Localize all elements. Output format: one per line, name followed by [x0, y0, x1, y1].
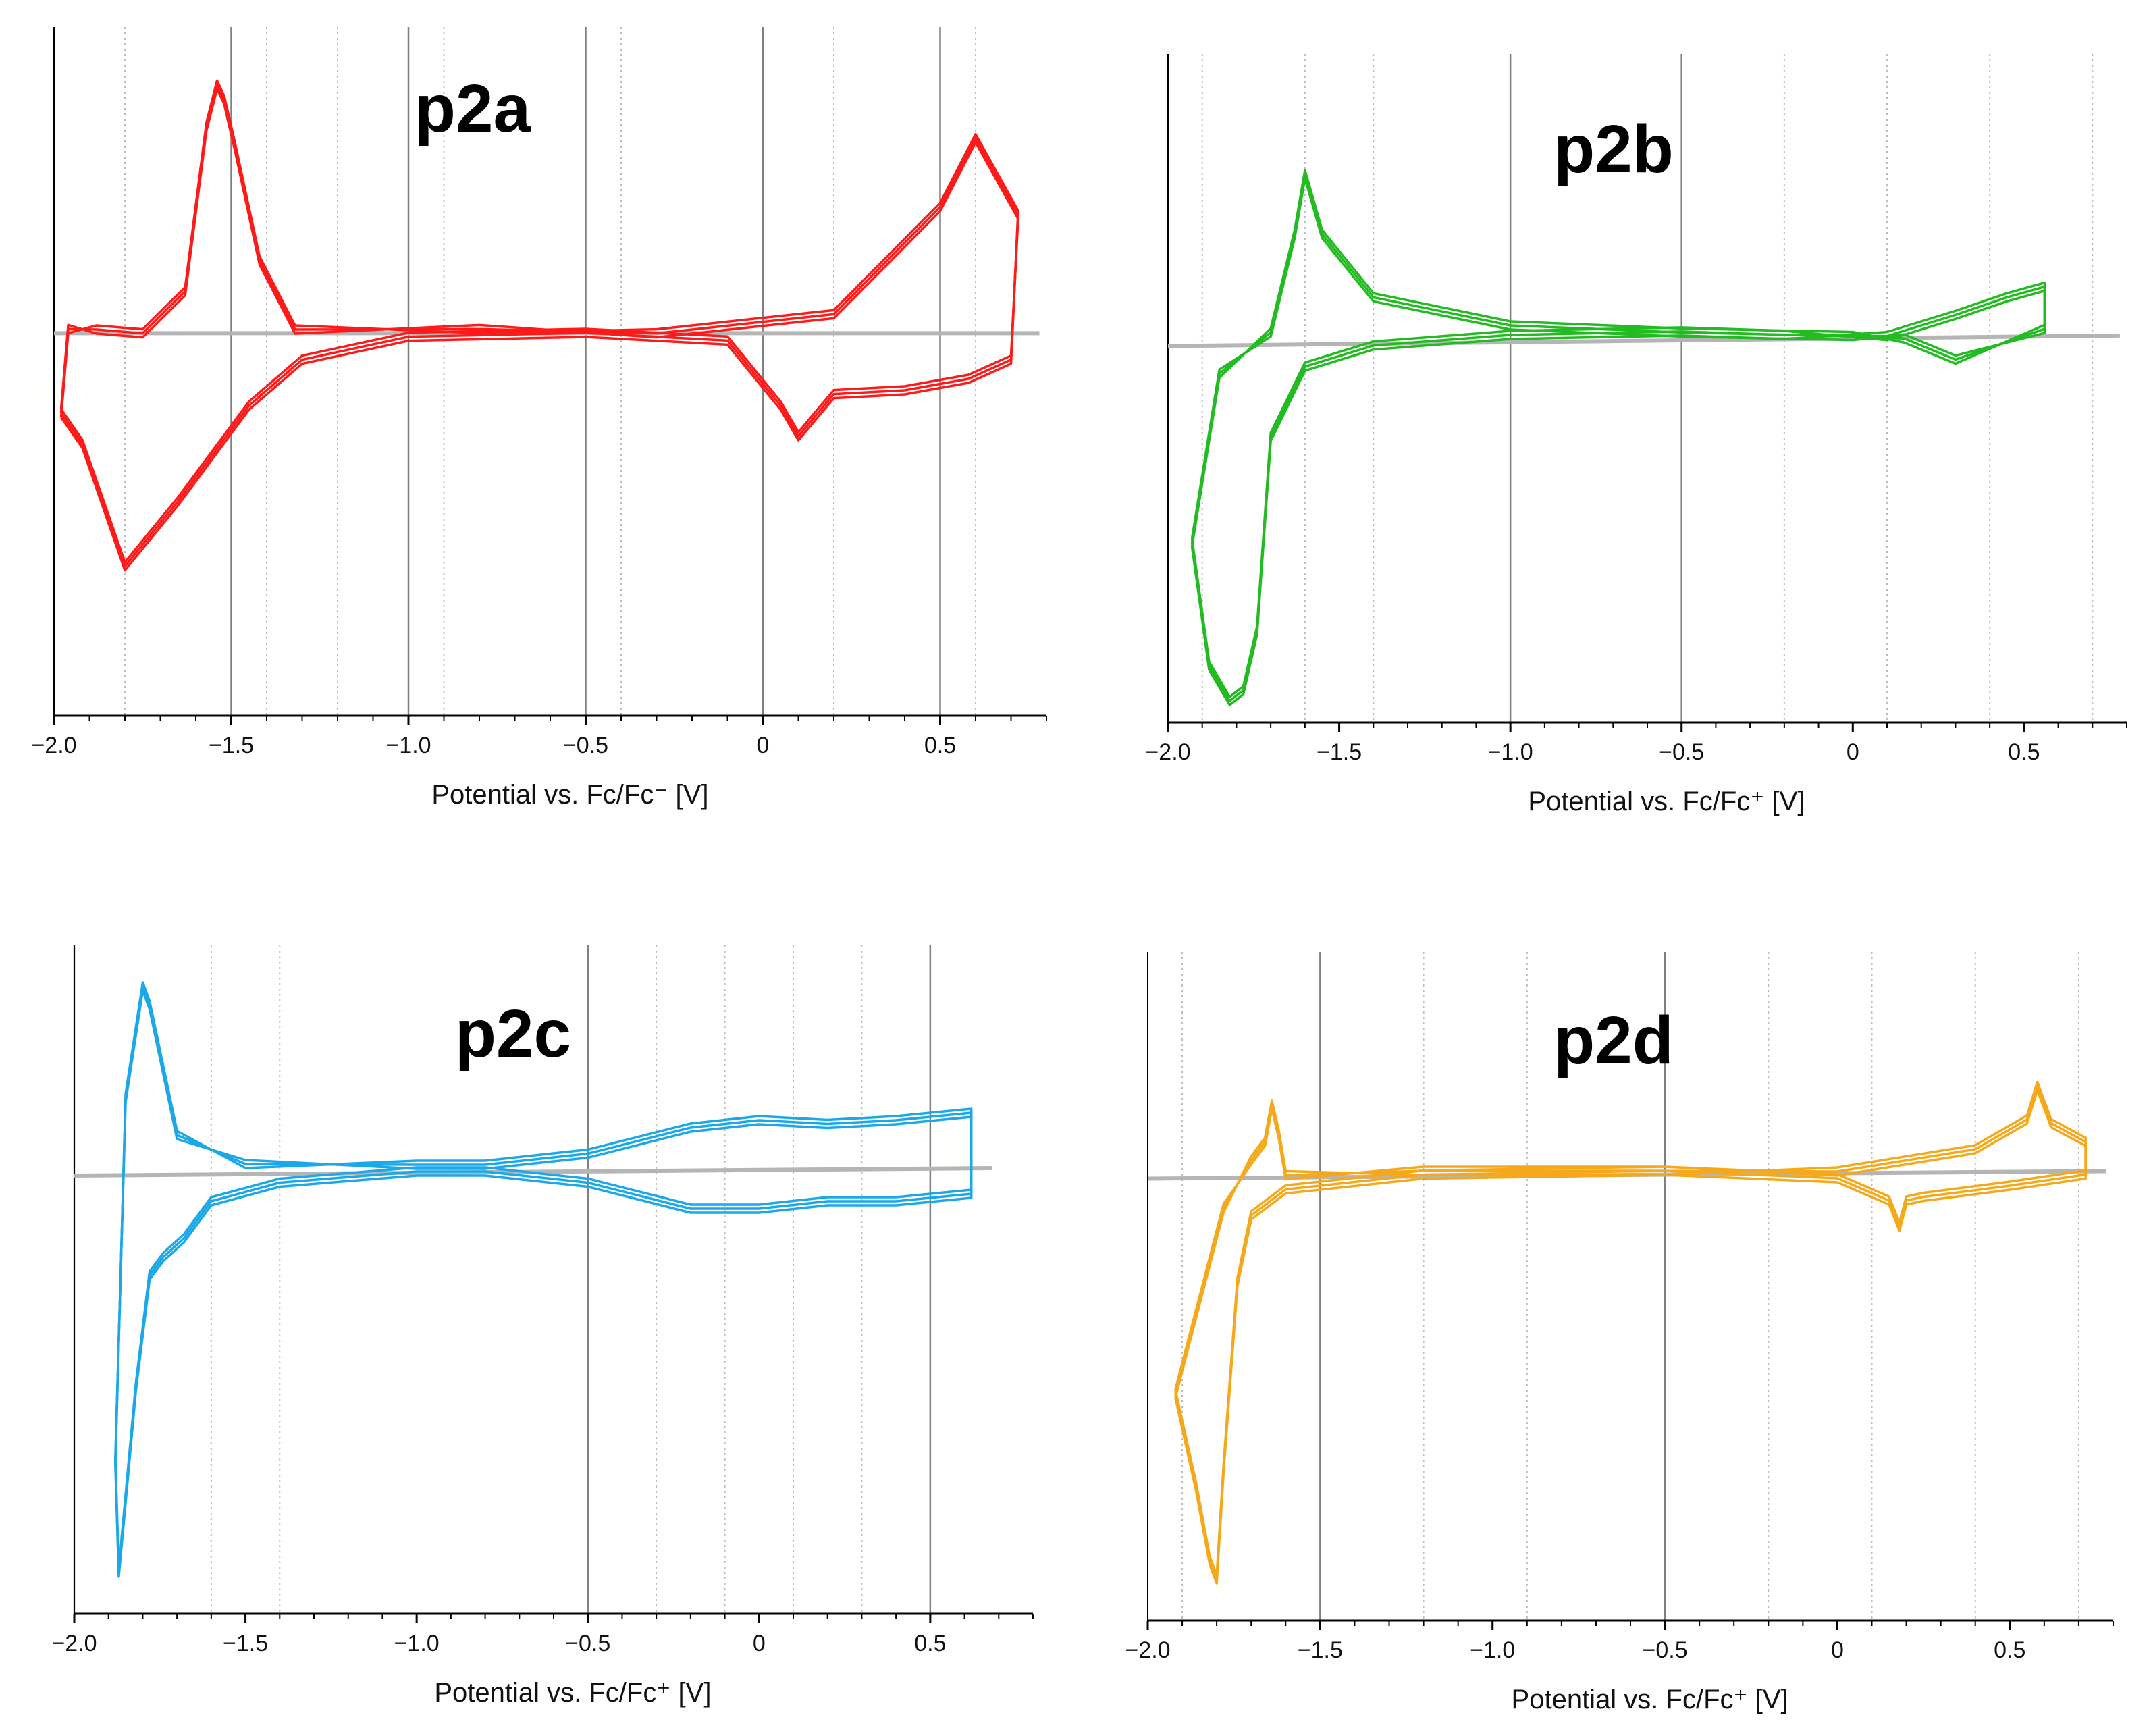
x-tick-label: 0.5 [2008, 739, 2040, 765]
panel-p2c: −2.0 −1.5 −1.0 −0.5 0 0.5 Potential vs. Fc/Fc⁺… [51, 945, 1034, 1708]
x-tick-label: −1.0 [386, 733, 431, 758]
panel-title: p2b [1554, 111, 1674, 187]
panel-p2b: −2.0 −1.5 −1.0 −0.5 0 0.5 Potential vs. Fc/Fc⁺… [1145, 54, 2127, 816]
cv-trace [114, 985, 973, 1574]
x-tick-label: −1.0 [394, 1631, 440, 1656]
panel-title: p2d [1554, 1003, 1674, 1078]
x-tick-label: 0.5 [924, 733, 956, 758]
x-tick-label: −0.5 [1659, 739, 1704, 765]
x-tick-label: −1.5 [209, 733, 254, 758]
cv-trace [114, 981, 973, 1578]
cv-trace [1174, 1088, 2087, 1577]
panel-title: p2a [415, 71, 532, 147]
x-tick-label: −2.0 [31, 733, 76, 758]
x-tick-label: −2.0 [1145, 739, 1190, 765]
x-tick-label: 0 [1831, 1637, 1844, 1663]
x-tick-label: −1.0 [1470, 1637, 1515, 1663]
x-tick-label: 0 [753, 1631, 766, 1656]
x-tick-label: −1.5 [1317, 739, 1362, 765]
x-axis-title: Potential vs. Fc/Fc⁺ [V] [1528, 787, 1805, 816]
x-tick-label: 0 [1847, 739, 1859, 765]
x-axis-title: Potential vs. Fc/Fc⁻ [V] [431, 780, 708, 810]
panel-p2d: −2.0 −1.5 −1.0 −0.5 0 0.5 Potential vs. Fc/Fc⁺… [1125, 952, 2114, 1714]
x-tick-label: −2.0 [1125, 1637, 1170, 1663]
baseline-trace [1167, 333, 2120, 348]
x-tick-label: 0.5 [1994, 1637, 2025, 1663]
x-tick-label: −0.5 [1643, 1637, 1688, 1663]
x-tick-label: −2.0 [51, 1631, 97, 1656]
x-tick-label: 0 [757, 733, 770, 758]
x-tick-label: −0.5 [563, 733, 608, 758]
x-tick-label: 0.5 [914, 1631, 946, 1656]
cv-trace [1190, 177, 2046, 698]
x-tick-label: −1.5 [1298, 1637, 1343, 1663]
x-axis-title: Potential vs. Fc/Fc⁺ [V] [1512, 1685, 1788, 1714]
x-tick-label: −0.5 [565, 1631, 610, 1656]
panel-title: p2c [455, 996, 571, 1072]
panel-p2a: −2.0 −1.5 −1.0 −0.5 0 0.5 Potential vs. Fc/Fc⁻… [31, 27, 1047, 810]
x-tick-label: −1.5 [223, 1631, 268, 1656]
cv-trace [59, 87, 1019, 564]
cv-trace [114, 989, 973, 1570]
x-axis-title: Potential vs. Fc/Fc⁺ [V] [434, 1678, 711, 1708]
x-tick-label: −1.0 [1488, 739, 1533, 765]
